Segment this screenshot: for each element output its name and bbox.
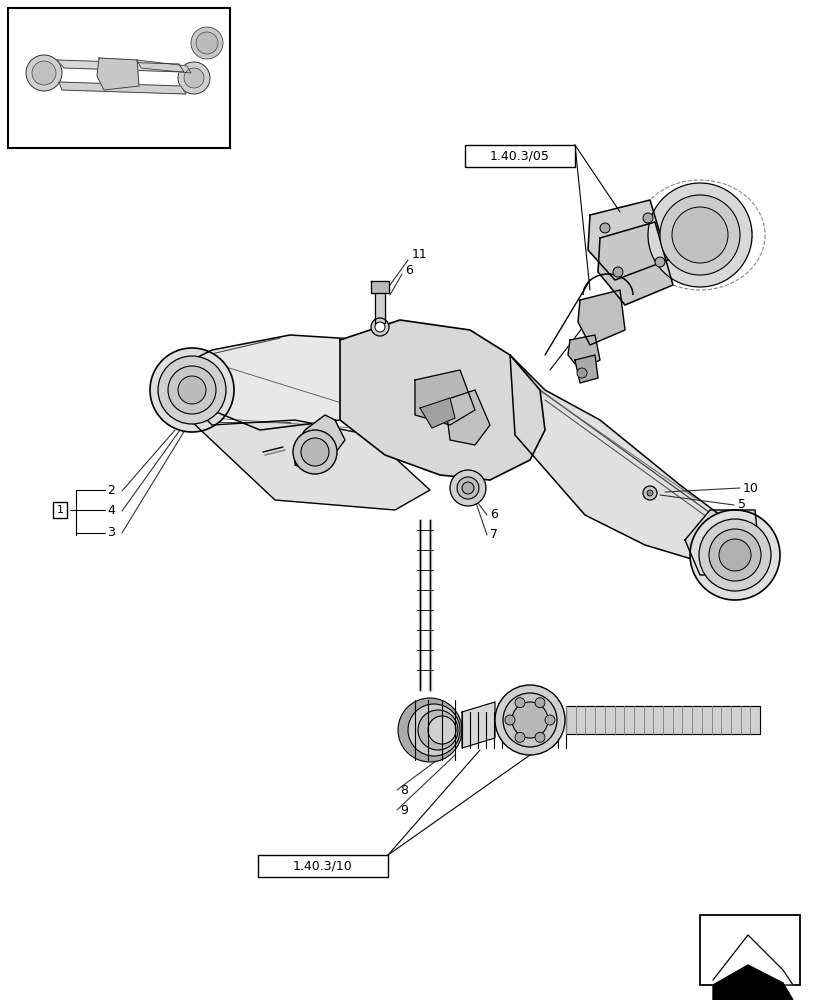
Polygon shape bbox=[575, 355, 598, 383]
Circle shape bbox=[178, 62, 210, 94]
Text: 5: 5 bbox=[738, 498, 746, 512]
Circle shape bbox=[515, 698, 525, 708]
Text: 6: 6 bbox=[490, 508, 498, 522]
Polygon shape bbox=[340, 320, 545, 480]
Circle shape bbox=[660, 195, 740, 275]
Text: 1.40.3/05: 1.40.3/05 bbox=[490, 149, 550, 162]
Polygon shape bbox=[59, 82, 186, 94]
Polygon shape bbox=[578, 290, 625, 345]
Circle shape bbox=[699, 519, 771, 591]
Circle shape bbox=[515, 732, 525, 742]
Circle shape bbox=[408, 704, 460, 756]
Text: 2: 2 bbox=[107, 485, 115, 497]
Polygon shape bbox=[445, 390, 490, 445]
Circle shape bbox=[457, 477, 479, 499]
Polygon shape bbox=[510, 355, 730, 560]
Polygon shape bbox=[375, 290, 385, 323]
Text: 11: 11 bbox=[412, 248, 428, 261]
Circle shape bbox=[613, 267, 623, 277]
Text: 9: 9 bbox=[400, 804, 408, 816]
Circle shape bbox=[655, 257, 665, 267]
Circle shape bbox=[293, 430, 337, 474]
Circle shape bbox=[301, 438, 329, 466]
Circle shape bbox=[184, 68, 204, 88]
Circle shape bbox=[191, 27, 223, 59]
Text: 10: 10 bbox=[743, 482, 759, 494]
Circle shape bbox=[535, 732, 545, 742]
Circle shape bbox=[158, 356, 226, 424]
Polygon shape bbox=[187, 400, 430, 510]
Text: 1: 1 bbox=[56, 505, 64, 515]
Text: 1.40.3/10: 1.40.3/10 bbox=[293, 859, 353, 872]
Circle shape bbox=[648, 183, 752, 287]
Circle shape bbox=[495, 685, 565, 755]
Circle shape bbox=[371, 318, 389, 336]
Circle shape bbox=[26, 55, 62, 91]
Polygon shape bbox=[57, 60, 184, 72]
Polygon shape bbox=[713, 935, 793, 985]
Polygon shape bbox=[295, 415, 345, 470]
Polygon shape bbox=[415, 370, 475, 425]
Circle shape bbox=[535, 698, 545, 708]
Circle shape bbox=[428, 716, 456, 744]
Polygon shape bbox=[371, 281, 389, 293]
Text: 3: 3 bbox=[107, 526, 115, 540]
Circle shape bbox=[505, 715, 515, 725]
Circle shape bbox=[690, 510, 780, 600]
Polygon shape bbox=[588, 200, 668, 280]
Polygon shape bbox=[566, 706, 760, 734]
Text: 7: 7 bbox=[490, 528, 498, 542]
Circle shape bbox=[545, 715, 555, 725]
Circle shape bbox=[375, 322, 385, 332]
Polygon shape bbox=[97, 58, 139, 90]
FancyBboxPatch shape bbox=[8, 8, 230, 148]
FancyBboxPatch shape bbox=[465, 145, 575, 167]
Circle shape bbox=[32, 61, 56, 85]
Circle shape bbox=[643, 213, 653, 223]
Circle shape bbox=[150, 348, 234, 432]
Circle shape bbox=[503, 693, 557, 747]
Circle shape bbox=[647, 490, 653, 496]
Circle shape bbox=[672, 207, 728, 263]
Text: 6: 6 bbox=[405, 263, 413, 276]
Text: 8: 8 bbox=[400, 784, 408, 796]
Polygon shape bbox=[137, 60, 191, 73]
Circle shape bbox=[719, 539, 751, 571]
Circle shape bbox=[418, 710, 458, 750]
Polygon shape bbox=[182, 335, 420, 430]
Polygon shape bbox=[713, 965, 793, 1000]
Circle shape bbox=[196, 32, 218, 54]
FancyBboxPatch shape bbox=[700, 915, 800, 985]
Circle shape bbox=[398, 698, 462, 762]
Polygon shape bbox=[420, 398, 455, 428]
Text: 4: 4 bbox=[107, 504, 115, 518]
Circle shape bbox=[450, 470, 486, 506]
FancyBboxPatch shape bbox=[258, 855, 388, 877]
Polygon shape bbox=[685, 510, 758, 575]
Polygon shape bbox=[462, 702, 495, 748]
Polygon shape bbox=[598, 222, 673, 305]
Circle shape bbox=[178, 376, 206, 404]
Circle shape bbox=[577, 368, 587, 378]
Circle shape bbox=[709, 529, 761, 581]
Circle shape bbox=[462, 482, 474, 494]
Circle shape bbox=[512, 702, 548, 738]
Circle shape bbox=[643, 486, 657, 500]
Polygon shape bbox=[568, 335, 600, 370]
Circle shape bbox=[600, 223, 610, 233]
Circle shape bbox=[168, 366, 216, 414]
